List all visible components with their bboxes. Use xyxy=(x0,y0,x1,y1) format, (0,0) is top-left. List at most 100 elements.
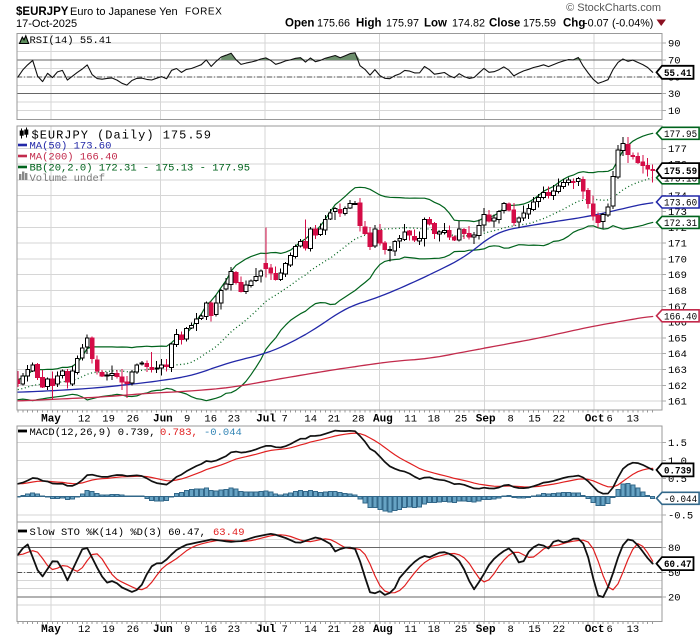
svg-text:FOREX: FOREX xyxy=(185,7,222,18)
svg-text:Jun: Jun xyxy=(153,414,173,426)
svg-text:Jul: Jul xyxy=(256,414,276,426)
svg-text:28: 28 xyxy=(352,624,365,636)
svg-text:30: 30 xyxy=(668,89,681,101)
svg-text:171: 171 xyxy=(668,239,687,251)
svg-text:21: 21 xyxy=(328,414,341,426)
svg-text:MA(200) 166.40: MA(200) 166.40 xyxy=(30,152,118,164)
svg-text:22: 22 xyxy=(553,414,566,426)
svg-text:177.95: 177.95 xyxy=(664,130,697,141)
svg-text:8: 8 xyxy=(508,414,514,426)
svg-text:Jun: Jun xyxy=(153,624,173,636)
svg-text:25: 25 xyxy=(455,414,468,426)
svg-text:163: 163 xyxy=(668,365,687,377)
svg-text:21: 21 xyxy=(328,624,341,636)
svg-text:12: 12 xyxy=(78,414,91,426)
svg-text:18: 18 xyxy=(428,414,441,426)
svg-text:20: 20 xyxy=(668,592,681,604)
svg-text:Oct: Oct xyxy=(585,414,605,426)
svg-text:14: 14 xyxy=(304,414,317,426)
svg-text:175.13: 175.13 xyxy=(664,174,697,185)
svg-text:166.40: 166.40 xyxy=(664,312,697,323)
svg-text:175.66: 175.66 xyxy=(317,18,350,30)
svg-text:8: 8 xyxy=(508,624,514,636)
svg-text:12: 12 xyxy=(78,624,91,636)
svg-text:60.47: 60.47 xyxy=(664,560,692,571)
svg-text:175.97: 175.97 xyxy=(386,18,419,30)
svg-text:0.783,: 0.783, xyxy=(160,427,198,439)
svg-text:0.739: 0.739 xyxy=(664,467,692,478)
svg-text:Chg: Chg xyxy=(563,18,585,30)
svg-text:172.31: 172.31 xyxy=(664,219,697,230)
svg-text:63.49: 63.49 xyxy=(213,527,245,539)
svg-text:Aug: Aug xyxy=(373,414,393,426)
svg-text:6: 6 xyxy=(606,414,612,426)
svg-text:$EURJPY: $EURJPY xyxy=(16,6,69,18)
svg-text:$EURJPY (Daily) 175.59: $EURJPY (Daily) 175.59 xyxy=(32,129,212,143)
svg-text:Low: Low xyxy=(424,18,447,30)
svg-text:High: High xyxy=(356,18,382,30)
svg-text:174.82: 174.82 xyxy=(452,18,485,30)
svg-text:Jul: Jul xyxy=(256,624,276,636)
svg-text:22: 22 xyxy=(553,624,566,636)
svg-text:170: 170 xyxy=(668,254,687,266)
svg-text:55.41: 55.41 xyxy=(664,69,692,80)
svg-text:May: May xyxy=(41,414,61,426)
svg-text:Sep: Sep xyxy=(476,624,496,636)
svg-text:23: 23 xyxy=(228,624,241,636)
svg-text:RSI(14) 55.41: RSI(14) 55.41 xyxy=(30,35,112,47)
svg-text:175.59: 175.59 xyxy=(523,18,556,30)
svg-text:7: 7 xyxy=(281,624,287,636)
svg-text:-0.044: -0.044 xyxy=(204,427,242,439)
svg-text:Volume undef: Volume undef xyxy=(30,173,106,185)
svg-text:25: 25 xyxy=(455,624,468,636)
svg-text:Close: Close xyxy=(489,18,520,30)
svg-text:23: 23 xyxy=(228,414,241,426)
svg-text:Oct: Oct xyxy=(585,624,605,636)
svg-text:161: 161 xyxy=(668,397,687,409)
svg-text:Slow STO %K(14) %D(3) 60.47,: Slow STO %K(14) %D(3) 60.47, xyxy=(30,527,206,539)
svg-text:18: 18 xyxy=(428,624,441,636)
svg-text:15: 15 xyxy=(528,624,541,636)
svg-text:165: 165 xyxy=(668,333,687,345)
svg-text:10: 10 xyxy=(668,106,681,118)
svg-text:26: 26 xyxy=(127,414,140,426)
svg-text:9: 9 xyxy=(184,624,190,636)
svg-text:MA(50) 173.60: MA(50) 173.60 xyxy=(30,141,112,153)
svg-text:Sep: Sep xyxy=(476,414,496,426)
svg-text:7: 7 xyxy=(281,414,287,426)
svg-text:14: 14 xyxy=(304,624,317,636)
svg-text:11: 11 xyxy=(404,414,417,426)
svg-text:17-Oct-2025: 17-Oct-2025 xyxy=(16,18,77,30)
svg-text:80: 80 xyxy=(668,543,681,555)
svg-text:162: 162 xyxy=(668,381,687,393)
svg-text:1.5: 1.5 xyxy=(668,438,687,450)
svg-text:19: 19 xyxy=(102,624,115,636)
svg-text:-0.07: -0.07 xyxy=(584,18,609,30)
svg-text:-0.044: -0.044 xyxy=(664,495,697,506)
svg-text:-0.5: -0.5 xyxy=(668,510,693,522)
svg-text:May: May xyxy=(41,624,61,636)
svg-text:90: 90 xyxy=(668,39,681,51)
svg-text:9: 9 xyxy=(184,414,190,426)
svg-text:173.60: 173.60 xyxy=(664,199,697,210)
svg-text:164: 164 xyxy=(668,349,687,361)
svg-text:15: 15 xyxy=(528,414,541,426)
svg-text:168: 168 xyxy=(668,286,687,298)
svg-text:26: 26 xyxy=(127,624,140,636)
svg-text:13: 13 xyxy=(627,624,640,636)
svg-text:13: 13 xyxy=(627,414,640,426)
svg-text:Aug: Aug xyxy=(373,624,393,636)
svg-text:169: 169 xyxy=(668,270,687,282)
svg-text:Open: Open xyxy=(285,18,314,30)
svg-text:28: 28 xyxy=(352,414,365,426)
svg-text:BB(20,2.0) 172.31 - 175.13 - 1: BB(20,2.0) 172.31 - 175.13 - 177.95 xyxy=(30,163,251,175)
svg-text:175.59: 175.59 xyxy=(664,167,697,178)
svg-text:19: 19 xyxy=(102,414,115,426)
svg-text:70: 70 xyxy=(668,56,681,68)
svg-text:177: 177 xyxy=(668,144,687,156)
svg-text:6: 6 xyxy=(606,624,612,636)
svg-text:MACD(12,26,9) 0.739,: MACD(12,26,9) 0.739, xyxy=(30,427,156,439)
svg-text:16: 16 xyxy=(204,414,217,426)
svg-text:(-0.04%): (-0.04%) xyxy=(612,18,653,30)
svg-text:11: 11 xyxy=(404,624,417,636)
